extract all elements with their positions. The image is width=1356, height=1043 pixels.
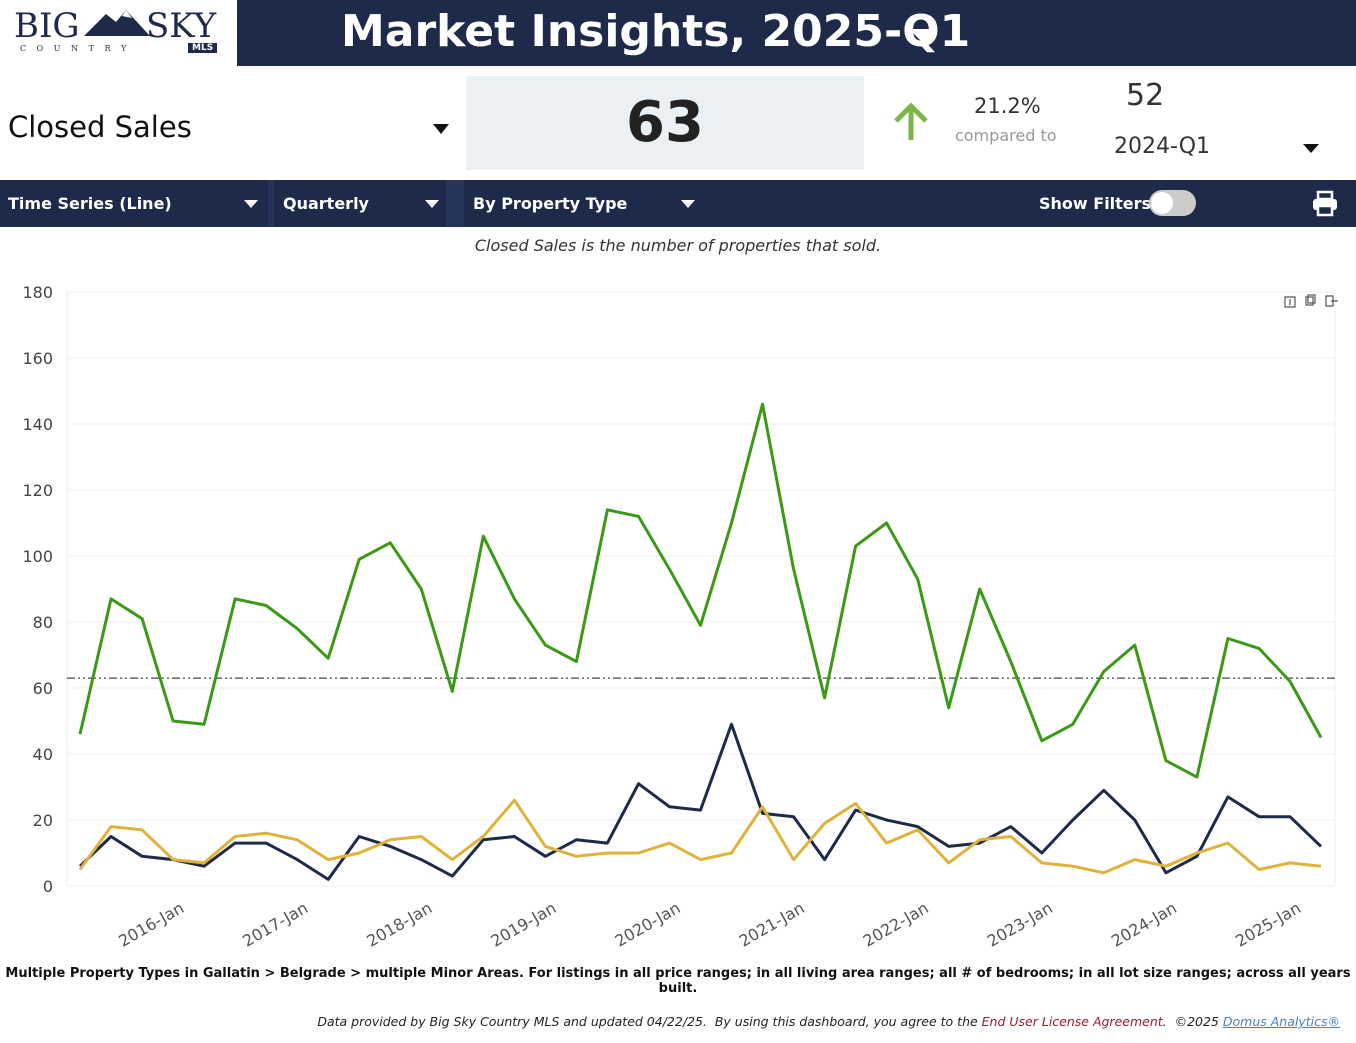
period-dropdown[interactable] bbox=[1303, 144, 1319, 153]
chart-type[interactable]: Time Series (Line) bbox=[8, 194, 172, 213]
x-tick-label: 2020-Jan bbox=[612, 898, 684, 950]
chart-note: Multiple Property Types in Gallatin > Be… bbox=[5, 966, 1351, 996]
kpi-compared-value: 52 bbox=[1126, 78, 1165, 113]
logo-big: BIG bbox=[14, 6, 80, 46]
x-tick-label: 2021-Jan bbox=[736, 898, 808, 950]
series-line bbox=[78, 798, 1322, 875]
filters-label: Show Filters: bbox=[1039, 194, 1158, 213]
kpi-compared-period[interactable]: 2024-Q1 bbox=[1114, 134, 1211, 159]
modebar[interactable] bbox=[1284, 294, 1338, 308]
metric-name[interactable]: Closed Sales bbox=[8, 110, 192, 144]
title-dropdown[interactable] bbox=[909, 29, 937, 43]
y-tick-label: 0 bbox=[43, 877, 53, 896]
y-tick-label: 120 bbox=[22, 481, 53, 500]
interval[interactable]: Quarterly bbox=[283, 194, 369, 213]
logo-country: C O U N T R Y bbox=[20, 44, 131, 53]
x-tick-label: 2023-Jan bbox=[984, 898, 1056, 950]
x-tick-label: 2024-Jan bbox=[1108, 898, 1180, 950]
vendor-link[interactable]: Domus Analytics® bbox=[1222, 1014, 1340, 1029]
y-tick-label: 140 bbox=[22, 415, 53, 434]
up-arrow bbox=[894, 102, 928, 140]
y-tick-label: 160 bbox=[22, 349, 53, 368]
x-tick-label: 2016-Jan bbox=[115, 898, 187, 950]
series-line bbox=[78, 402, 1323, 779]
x-tick-label: 2025-Jan bbox=[1232, 898, 1304, 950]
x-tick-label: 2017-Jan bbox=[239, 898, 311, 950]
y-tick-label: 40 bbox=[33, 745, 53, 764]
header-bar: Market Insights, 2025-Q1 bbox=[237, 0, 1356, 66]
kpi-value: 63 bbox=[466, 76, 864, 170]
y-tick-label: 80 bbox=[33, 613, 53, 632]
x-tick-label: 2019-Jan bbox=[488, 898, 560, 950]
series-line bbox=[78, 722, 1323, 881]
chart: 0 20 40 60 80 100 120 140 160 180 2016-Jan 2017-Jan… bbox=[22, 283, 1338, 951]
footer-copyright: . ©2025 bbox=[1162, 1014, 1223, 1029]
plot-frame bbox=[66, 291, 1336, 887]
kpi-compared-label: compared to bbox=[955, 126, 1057, 145]
y-tick-label: 100 bbox=[22, 547, 53, 566]
print-button[interactable] bbox=[1311, 190, 1339, 218]
footer: Data provided by Big Sky Country MLS and… bbox=[317, 1014, 1340, 1029]
dropdown-arrow[interactable] bbox=[244, 200, 258, 208]
description: Closed Sales is the number of properties… bbox=[474, 236, 882, 255]
breakdown[interactable]: By Property Type bbox=[473, 194, 628, 213]
separator bbox=[446, 180, 464, 227]
y-tick-label: 60 bbox=[33, 679, 53, 698]
separator bbox=[268, 180, 274, 227]
dropdown-arrow[interactable] bbox=[425, 200, 439, 208]
y-tick-label: 180 bbox=[22, 283, 53, 302]
filters-toggle[interactable] bbox=[1149, 190, 1196, 216]
logo-mountain bbox=[84, 10, 150, 36]
logo: BIG SKY C O U N T R Y MLS bbox=[0, 0, 237, 66]
toolbar bbox=[0, 180, 1356, 227]
logo-sky: SKY bbox=[146, 6, 217, 46]
footer-text: Data provided by Big Sky Country MLS and… bbox=[317, 1014, 982, 1029]
x-tick-label: 2022-Jan bbox=[860, 898, 932, 950]
dropdown-arrow[interactable] bbox=[681, 200, 695, 208]
eula-link[interactable]: End User License Agreement bbox=[981, 1014, 1163, 1029]
header-title[interactable]: Market Insights, 2025-Q1 bbox=[341, 6, 971, 57]
x-tick-label: 2018-Jan bbox=[363, 898, 435, 950]
y-tick-label: 20 bbox=[33, 811, 53, 830]
metric-dropdown[interactable] bbox=[433, 124, 449, 134]
kpi-change: 21.2% bbox=[974, 94, 1041, 118]
logo-mls: MLS bbox=[188, 43, 218, 53]
